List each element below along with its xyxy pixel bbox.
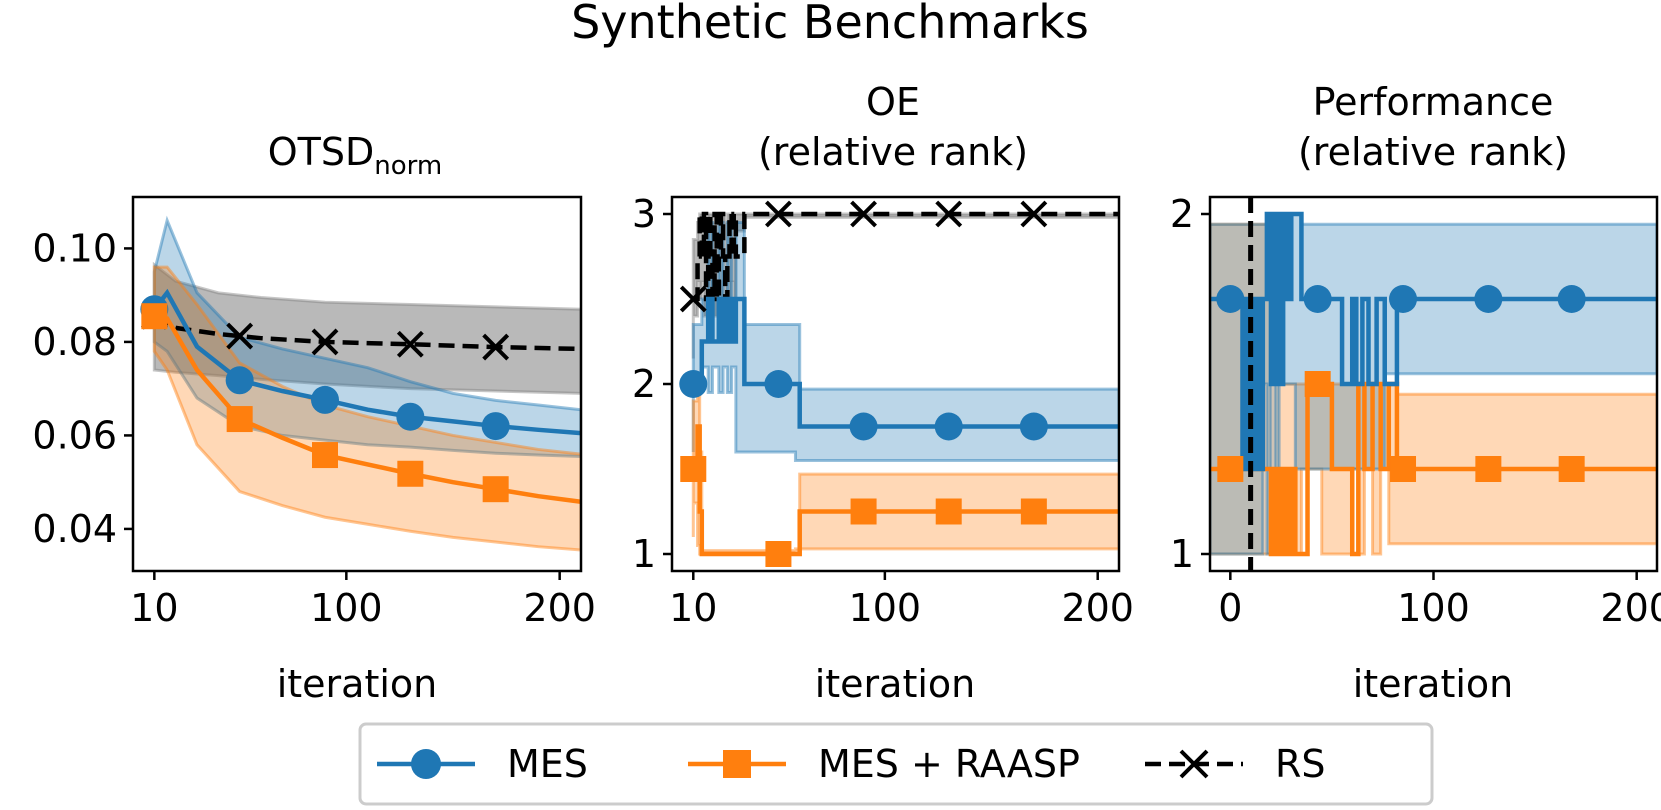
panel-1-plot-area xyxy=(152,215,581,552)
x-tick-label: 0 xyxy=(1218,586,1242,630)
y-tick-label: 1 xyxy=(1170,532,1194,576)
y-tick-label: 0.08 xyxy=(32,320,117,364)
marker-mes-raasp xyxy=(765,541,792,567)
panel-otsd: 10 100 200 0.04 0.06 0.08 0.10 xyxy=(32,195,596,630)
marker-rs xyxy=(765,200,792,228)
line-mes xyxy=(1210,211,1657,472)
band-rs xyxy=(152,261,581,395)
legend-label-mes-raasp: MES + RAASP xyxy=(818,742,1080,786)
marker-rs xyxy=(396,330,424,358)
x-tick-label: 10 xyxy=(669,586,717,630)
line-mes xyxy=(693,296,1119,429)
marker-mes xyxy=(1389,285,1418,313)
y-tick-label: 1 xyxy=(632,532,656,576)
marker-mes-raasp xyxy=(1475,456,1502,482)
x-tick-label: 10 xyxy=(130,586,178,630)
marker-mes-raasp xyxy=(850,498,877,525)
marker-mes-raasp xyxy=(226,406,253,433)
panel-2-title-line2: (relative rank) xyxy=(758,130,1028,174)
marker-rs xyxy=(935,200,963,228)
panel-3-title-line2: (relative rank) xyxy=(1298,130,1568,174)
marker-mes-raasp xyxy=(935,498,962,525)
marker-mes-raasp xyxy=(482,476,509,503)
marker-mes xyxy=(1216,285,1245,313)
panel-1-title-main: OTSD xyxy=(268,130,375,174)
legend-label-mes: MES xyxy=(507,742,588,786)
panel-3-title: Performance xyxy=(1313,80,1554,124)
marker-rs xyxy=(1020,200,1048,228)
marker-mes xyxy=(764,370,793,398)
band-mes-raasp xyxy=(152,265,581,552)
marker-rs xyxy=(679,285,707,313)
line-rs xyxy=(693,211,1119,302)
panel-2-xlabel: iteration xyxy=(815,662,976,706)
marker-mes-raasp xyxy=(1304,371,1331,397)
y-tick-label: 2 xyxy=(1170,192,1194,236)
y-tick-label: 0.10 xyxy=(32,226,117,270)
marker-mes xyxy=(1303,285,1332,313)
marker-mes-raasp xyxy=(312,442,338,469)
marker-rs xyxy=(850,200,877,228)
marker-mes-raasp xyxy=(397,460,424,487)
line-mes-raasp xyxy=(693,424,1119,557)
panel-3-xlabel: iteration xyxy=(1353,662,1514,706)
legend-frame xyxy=(358,722,1434,806)
y-tick-label: 0.06 xyxy=(32,413,117,457)
marker-mes xyxy=(481,412,510,441)
panel-1-xlabel: iteration xyxy=(277,662,438,706)
marker-mes-raasp xyxy=(1558,456,1585,482)
x-tick-label: 100 xyxy=(1397,586,1470,630)
x-tick-label: 200 xyxy=(523,586,596,630)
marker-mes-raasp xyxy=(1390,456,1417,482)
marker-mes xyxy=(1474,285,1503,313)
legend: MES MES + RAASP RS xyxy=(358,722,1434,806)
marker-mes-raasp xyxy=(1217,456,1244,482)
x-tick-label: 200 xyxy=(1600,586,1661,630)
marker-rs xyxy=(482,333,510,361)
panel-2-title: OE xyxy=(866,80,920,124)
marker-rs xyxy=(226,322,254,350)
marker-mes xyxy=(225,366,254,395)
y-tick-label: 2 xyxy=(632,362,656,406)
marker-mes xyxy=(396,402,425,431)
marker-rs xyxy=(311,328,339,356)
marker-mes xyxy=(849,412,878,441)
panel-1-frame xyxy=(131,195,583,573)
x-tick-label: 200 xyxy=(1061,586,1134,630)
x-tick-label: 100 xyxy=(849,586,922,630)
marker-mes xyxy=(1557,285,1586,313)
panel-1-title-subscript: norm xyxy=(374,151,442,181)
y-tick-label: 3 xyxy=(632,192,656,236)
marker-mes-raasp xyxy=(680,456,707,482)
y-tick-label: 0.04 xyxy=(32,507,117,551)
legend-marker-rs xyxy=(1179,749,1209,779)
line-rs xyxy=(153,314,581,352)
panel-2-plot-area xyxy=(691,211,1119,557)
legend-marker-mes-raasp xyxy=(723,750,751,778)
legend-items: MES MES + RAASP RS xyxy=(377,742,1326,786)
marker-mes xyxy=(311,385,339,414)
figure-title: Synthetic Benchmarks xyxy=(571,0,1089,49)
marker-mes xyxy=(1019,412,1048,441)
marker-mes-raasp xyxy=(1020,498,1047,525)
marker-mes xyxy=(934,412,963,441)
legend-marker-mes xyxy=(411,749,441,779)
panel-performance: 0 100 200 1 2 xyxy=(1170,192,1661,630)
panel-1-title: OTSDnorm xyxy=(268,130,442,181)
marker-mes xyxy=(679,370,708,398)
marker-mes-raasp xyxy=(141,303,168,330)
x-tick-label: 100 xyxy=(310,586,383,630)
legend-label-rs: RS xyxy=(1275,742,1326,786)
panel-oe: 10 100 200 1 2 3 xyxy=(632,192,1134,630)
